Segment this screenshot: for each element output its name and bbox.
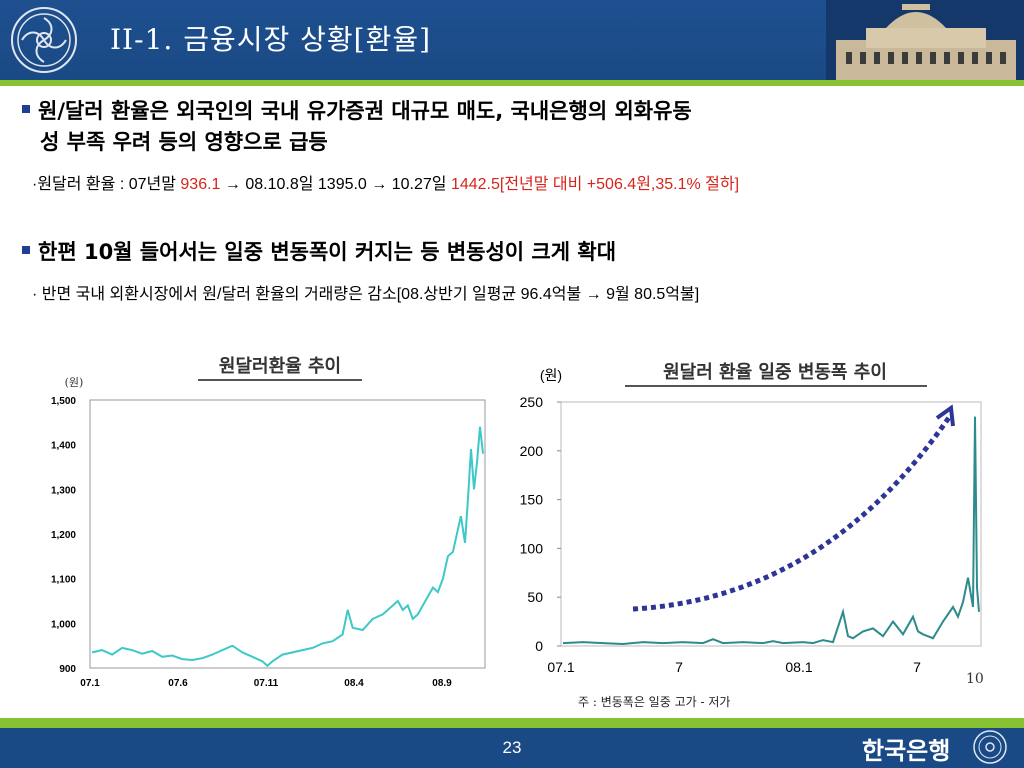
bullet-1-line2: 성 부족 우려 등의 영향으로 급등 [40,130,328,154]
bok-wordmark: 한국은행 [862,737,951,765]
footer-bar [0,728,1024,768]
chart-note: 주 : 변동폭은 일중 고가 - 저가 [578,695,731,709]
detail-text-1: ·원달러 환율 : 07년말 [32,176,181,193]
y-unit-label: (원) [65,376,84,389]
exchange-rate-chart: 원달러환율 추이 (원) 1,500 1,400 1,300 1,200 1,100 1,… [51,355,486,689]
x-tick-label: 08.9 [432,678,452,689]
x-tick-label: 7 [913,659,921,675]
y-tick-label: 0 [535,638,543,654]
footer-divider [0,718,1024,728]
exchange-rate-series [91,426,484,668]
x-tick-label: 08.4 [344,678,364,689]
bok-emblem-icon [11,7,77,73]
y-tick-label: 1,500 [51,396,76,407]
x-tick-10: 10 [966,671,984,687]
x-tick-label: 07.11 [254,678,279,689]
y-tick-label: 1,100 [51,575,76,586]
header-divider [0,80,1024,86]
y-tick-label: 1,300 [51,485,76,496]
y-tick-label: 900 [59,664,76,675]
plot-area [560,401,982,647]
chart-title: 원달러환율 추이 [219,355,341,377]
y-tick-label: 50 [527,589,543,605]
y-unit-label: (원) [540,367,562,383]
trend-arrow-head [935,404,955,427]
building-photo [826,0,1024,80]
bullet-1-line1: 원/달러 환율은 외국인의 국내 유가증권 대규모 매도, 국내은행의 외화유동 [38,99,692,123]
y-tick-label: 150 [520,492,544,508]
y-tick-label: 1,000 [51,619,76,630]
bullet-2-detail: · 반면 국내 외환시장에서 원/달러 환율의 거래량은 감소[08.상반기 일… [32,286,700,303]
x-tick-label: 08.1 [785,659,812,675]
y-tick-label: 200 [520,443,544,459]
chart-title: 원달러 환율 일중 변동폭 추이 [663,361,887,383]
trend-arrow [632,414,953,612]
bullet-2-line1: 한편 10월 들어서는 일중 변동폭이 커지는 등 변동성이 크게 확대 [38,240,617,264]
detail-value-1: 936.1 [180,176,221,193]
bullet-2: 한편 10월 들어서는 일중 변동폭이 커지는 등 변동성이 크게 확대 [22,236,616,266]
x-tick-label: 7 [675,659,683,675]
page-title: II-1. 금융시장 상황[환율] [110,23,432,56]
x-tick-label: 07.6 [168,678,188,689]
x-tick-label: 07.1 [547,659,574,675]
daily-range-series [562,416,980,646]
bullet-marker [22,246,30,254]
y-tick-label: 1,200 [51,530,76,541]
plot-area [89,399,486,669]
bullet-1: 원/달러 환율은 외국인의 국내 유가증권 대규모 매도, 국내은행의 외화유동… [22,96,1012,158]
y-tick-label: 100 [520,540,544,556]
y-tick-label: 250 [520,394,544,410]
bullet-1-detail: ·원달러 환율 : 07년말 936.1 → 08.10.8일 1395.0 →… [32,170,739,194]
bok-symbol-icon [973,730,1007,764]
detail-value-2: 1442.5[전년말 대비 +506.4원,35.1% 절하] [450,176,740,193]
bullet-marker [22,105,30,113]
page-number: 23 [502,738,522,757]
x-tick-label: 07.1 [80,678,100,689]
y-tick-label: 1,400 [51,441,76,452]
detail-text-2: → 08.10.8일 1395.0 → 10.27일 [220,176,451,193]
daily-range-chart: (원) 원달러 환율 일중 변동폭 추이 250 200 150 100 50 007.1… [520,361,982,675]
